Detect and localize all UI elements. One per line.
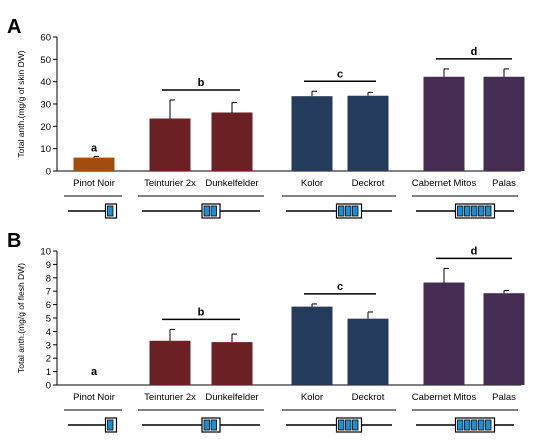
y-tick-label: 2	[46, 354, 51, 365]
repeat-unit-box	[478, 205, 485, 217]
repeat-unit-box	[478, 419, 485, 431]
x-tick-label: Cabernet Mitos	[412, 178, 477, 189]
x-tick-label: Pinot Noir	[73, 178, 115, 189]
repeat-unit-box	[107, 419, 114, 431]
panel-a-chart: A Total anth.(mg/g of skin DW) 0 10 20 30 40 50…	[7, 16, 525, 219]
repeat-unit-box	[471, 205, 478, 217]
y-tick-label: 50	[40, 55, 51, 66]
y-tick-label: 0	[46, 167, 51, 178]
repeat-unit-box	[210, 419, 217, 431]
x-tick-label: Palas	[492, 392, 516, 403]
significance-label: d	[471, 46, 478, 58]
repeat-unit-box	[338, 419, 345, 431]
repeat-unit-box	[210, 205, 217, 217]
panel-b-chart: B Total anth.(mg/g of flesh DW) 0 1 2 3 4 5 6 7 8 9…	[7, 230, 525, 433]
bar	[211, 112, 253, 171]
bar	[149, 118, 191, 171]
bar	[483, 293, 525, 385]
repeat-unit-box	[203, 419, 210, 431]
bar	[347, 95, 389, 171]
y-tick-label: 9	[46, 260, 51, 271]
bar	[423, 76, 465, 171]
y-tick-label: 7	[46, 287, 51, 298]
x-tick-label: Deckrot	[352, 392, 385, 403]
y-tick-label: 5	[46, 314, 51, 325]
y-tick-label: 10	[40, 144, 51, 155]
bar	[347, 318, 389, 385]
significance-label: c	[337, 281, 343, 293]
y-tick-label: 20	[40, 122, 51, 133]
repeat-unit-box	[352, 205, 359, 217]
y-tick-label: 8	[46, 273, 51, 284]
significance-label: b	[198, 306, 205, 318]
repeat-unit-box	[457, 205, 464, 217]
bar	[291, 96, 333, 171]
x-tick-label: Palas	[492, 178, 516, 189]
significance-label: d	[471, 245, 478, 257]
significance-label: c	[337, 68, 343, 80]
x-tick-label: Deckrot	[352, 178, 385, 189]
repeat-unit-box	[457, 419, 464, 431]
y-axis-label: Total anth.(mg/g of flesh DW)	[16, 263, 26, 373]
y-tick-label: 10	[40, 247, 51, 258]
repeat-unit-box	[338, 205, 345, 217]
y-tick-label: 30	[40, 100, 51, 111]
repeat-unit-box	[485, 419, 492, 431]
bar	[73, 157, 115, 171]
x-tick-label: Cabernet Mitos	[412, 392, 477, 403]
repeat-unit-box	[107, 205, 114, 217]
repeat-unit-box	[471, 419, 478, 431]
x-tick-label: Pinot Noir	[73, 392, 115, 403]
bar	[423, 282, 465, 385]
x-tick-label: Kolor	[301, 178, 323, 189]
repeat-unit-box	[352, 419, 359, 431]
panel-letter: B	[7, 230, 21, 252]
y-tick-label: 3	[46, 340, 51, 351]
x-tick-label: Dunkelfelder	[205, 392, 258, 403]
x-tick-label: Kolor	[301, 392, 323, 403]
x-tick-label: Teinturier 2x	[144, 392, 196, 403]
y-axis-label: Total anth.(mg/g of skin DW)	[16, 50, 26, 157]
repeat-unit-box	[464, 205, 471, 217]
significance-label: b	[198, 77, 205, 89]
repeat-unit-box	[345, 205, 352, 217]
repeat-unit-box	[203, 205, 210, 217]
repeat-unit-box	[485, 205, 492, 217]
repeat-unit-box	[345, 419, 352, 431]
significance-label: a	[91, 366, 98, 378]
y-tick-label: 1	[46, 367, 51, 378]
y-tick-label: 60	[40, 33, 51, 44]
y-tick-label: 0	[46, 381, 51, 392]
significance-label: a	[91, 142, 98, 154]
panel-letter: A	[7, 16, 21, 38]
bar	[149, 340, 191, 385]
y-tick-label: 4	[46, 327, 51, 338]
bar	[211, 342, 253, 385]
x-tick-label: Teinturier 2x	[144, 178, 196, 189]
bar	[483, 76, 525, 171]
bar	[291, 306, 333, 385]
repeat-unit-box	[464, 419, 471, 431]
y-tick-label: 6	[46, 300, 51, 311]
x-tick-label: Dunkelfelder	[205, 178, 258, 189]
y-tick-label: 40	[40, 77, 51, 88]
